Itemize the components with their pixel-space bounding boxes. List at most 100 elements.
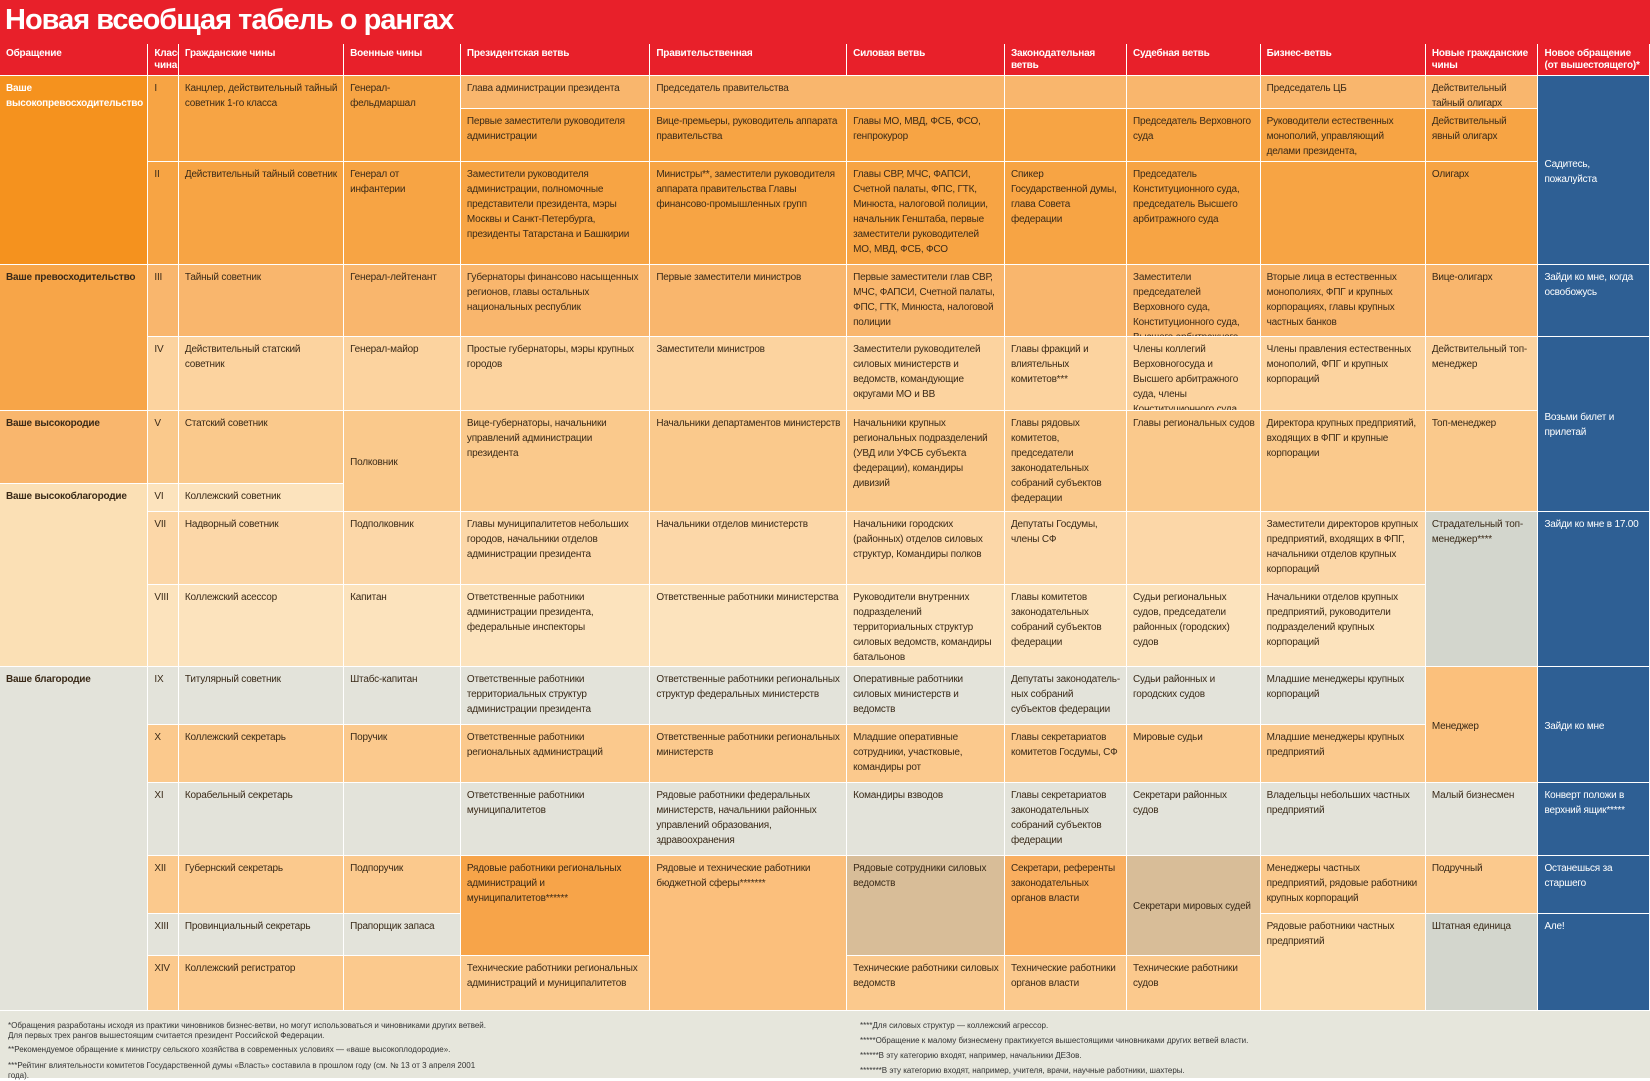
empty-cell [1127, 75, 1260, 109]
footnote: ******В эту категорию входят, например, … [860, 1050, 1082, 1060]
table-cell: Ответственные работники региональных стр… [650, 667, 847, 725]
table-cell: Главы фракций и влиятельных комитетов*** [1004, 336, 1126, 410]
table-cell: Статский советник [178, 410, 344, 484]
table-cell: Главы региональных судов [1127, 410, 1260, 511]
table-cell: Главы муниципалитетов небольших городов,… [460, 511, 650, 585]
table-cell: Топ-менеджер [1425, 410, 1538, 511]
empty-cell [1004, 75, 1126, 109]
table-cell: Депутаты Госдумы, члены СФ [1004, 511, 1126, 585]
table-cell: Коллежский регистратор [178, 955, 344, 1010]
table-cell: Первые заместители министров [650, 265, 847, 336]
table-cell: Председатель ЦБ [1260, 75, 1425, 109]
table-cell: Члены правления естественных монополий, … [1260, 336, 1425, 410]
table-cell: Начальники крупных региональных подразде… [847, 410, 1004, 511]
footnote: *Обращения разработаны исходя из практик… [8, 1020, 486, 1040]
table-cell: Ваше высокопревосходительство [0, 75, 148, 265]
table-cell: Генерал от инфантерии [344, 162, 460, 265]
table-cell: Технические работники силовых ведомств [847, 955, 1004, 1010]
table-cell: Заместители директоров крупных предприят… [1260, 511, 1425, 585]
table-cell: Младшие менеджеры крупных корпораций [1260, 667, 1425, 725]
table-cell: Коллежский советник [178, 484, 344, 511]
footnote: *****Обращение к малому бизнесмену практ… [860, 1035, 1249, 1045]
table-cell: Начальники городских (районных) отделов … [847, 511, 1004, 585]
title-bar: Новая всеобщая табель о рангах [0, 0, 1650, 44]
table-cell: Рядовые и технические работники бюджетно… [650, 855, 847, 1010]
table-cell: Малый бизнесмен [1425, 783, 1538, 855]
column-header: Класс чина [148, 44, 178, 75]
table-cell: Председатель Конституционного суда, пред… [1127, 162, 1260, 265]
table-cell: VI [148, 484, 178, 511]
table-cell: Заместители руководителя администрации, … [460, 162, 650, 265]
table-cell: Ответственные работники муниципалитетов [460, 783, 650, 855]
table-cell: Мировые судьи [1127, 725, 1260, 783]
table-cell: Канцлер, действительный тайный советник … [178, 75, 344, 162]
empty-cell [1127, 511, 1260, 585]
table-cell: Командиры взводов [847, 783, 1004, 855]
column-header: Новое обращение (от вышестоящего)* [1538, 44, 1649, 75]
table-cell: Главы МО, МВД, ФСБ, ФСО, генпрокурор [847, 109, 1004, 162]
column-header: Законодательная ветвь [1004, 44, 1126, 75]
table-cell: Вторые лица в естественных монополиях, Ф… [1260, 265, 1425, 336]
footnote: *******В эту категорию входят, например,… [860, 1065, 1185, 1075]
table-cell: Заместители председателей Верховного суд… [1127, 265, 1260, 336]
table-cell: Страдательный топ-менеджер**** [1425, 511, 1538, 667]
table-cell: Генерал-лейтенант [344, 265, 460, 336]
table-cell: Коллежский секретарь [178, 725, 344, 783]
column-header: Обращение [0, 44, 148, 75]
empty-cell [344, 955, 460, 1010]
table-cell: Губернский секретарь [178, 855, 344, 913]
table-cell: Судьи районных и городских судов [1127, 667, 1260, 725]
table-cell: Глава администрации президента [460, 75, 650, 109]
table-cell: X [148, 725, 178, 783]
table-cell: Начальники отделов министерств [650, 511, 847, 585]
table-cell: Зайди ко мне, когда освобожусь [1538, 265, 1649, 336]
table-cell: Рядовые работники федеральных министерст… [650, 783, 847, 855]
table-cell: Подручный [1425, 855, 1538, 913]
table-cell: IV [148, 336, 178, 410]
table-cell: Секретари районных судов [1127, 783, 1260, 855]
table-cell: Действительный топ-менеджер [1425, 336, 1538, 410]
table-cell: Председатель Верховного суда [1127, 109, 1260, 162]
column-header: Новые гражданские чины [1425, 44, 1538, 75]
table-cell: XIV [148, 955, 178, 1010]
table-cell: Директора крупных предприятий, входящих … [1260, 410, 1425, 511]
table-cell: Надворный советник [178, 511, 344, 585]
table-cell: Секретари, референты законодательных орг… [1004, 855, 1126, 955]
table-cell: Действительный явный олигарх [1425, 109, 1538, 162]
table-cell: Спикер Государственной думы, глава Совет… [1004, 162, 1126, 265]
table-cell: Губернаторы финансово насыщенных регионо… [460, 265, 650, 336]
column-header: Военные чины [344, 44, 460, 75]
table-cell: Ответственные работники министерства [650, 585, 847, 667]
table-cell: Главы рядовых комитетов, председатели за… [1004, 410, 1126, 511]
table-cell: Младшие менеджеры крупных предприятий [1260, 725, 1425, 783]
column-header: Судебная ветвь [1127, 44, 1260, 75]
table-cell: Але! [1538, 913, 1649, 1010]
table-cell: Ваше благородие [0, 667, 148, 1010]
empty-cell [1004, 109, 1126, 162]
table-cell: Останешься за старшего [1538, 855, 1649, 913]
table-cell: Технические работники региональных админ… [460, 955, 650, 1010]
table-cell: XIII [148, 913, 178, 955]
table-cell: Заместители министров [650, 336, 847, 410]
table-cell: Заместители руководителей силовых минист… [847, 336, 1004, 410]
table-cell: Руководители внутренних подразделений те… [847, 585, 1004, 667]
table-cell: Ваше превосходительство [0, 265, 148, 410]
table-cell: Корабельный секретарь [178, 783, 344, 855]
table-cell: Младшие оперативные сотрудники, участков… [847, 725, 1004, 783]
table-cell: Простые губернаторы, мэры крупных городо… [460, 336, 650, 410]
table-cell: Ваше высокородие [0, 410, 148, 484]
table-cell: Владельцы небольших частных предприятий [1260, 783, 1425, 855]
column-header: Правительственная [650, 44, 847, 75]
table-cell: Рядовые сотрудники силовых ведомств [847, 855, 1004, 955]
table-cell: Действительный статский советник [178, 336, 344, 410]
table-cell: Действительный тайный олигарх [1425, 75, 1538, 109]
table-cell: Ответственные работники администрации пр… [460, 585, 650, 667]
column-header: Гражданские чины [178, 44, 344, 75]
column-header: Президентская ветвь [460, 44, 650, 75]
table-cell: Зайди ко мне [1538, 667, 1649, 783]
table-cell: Технические работники органов власти [1004, 955, 1126, 1010]
table-cell: III [148, 265, 178, 336]
table-cell: XI [148, 783, 178, 855]
table-cell: Генерал-фельдмаршал [344, 75, 460, 162]
